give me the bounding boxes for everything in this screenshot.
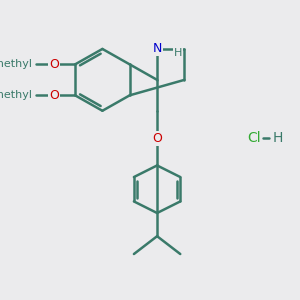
Text: methyl: methyl <box>0 90 32 100</box>
Text: methyl: methyl <box>0 59 32 69</box>
Text: H: H <box>273 131 283 145</box>
Text: Cl: Cl <box>247 131 261 145</box>
Text: O: O <box>152 132 162 145</box>
Text: O: O <box>49 89 59 102</box>
Text: O: O <box>49 58 59 71</box>
Text: N: N <box>152 42 162 56</box>
Text: H: H <box>173 47 182 58</box>
